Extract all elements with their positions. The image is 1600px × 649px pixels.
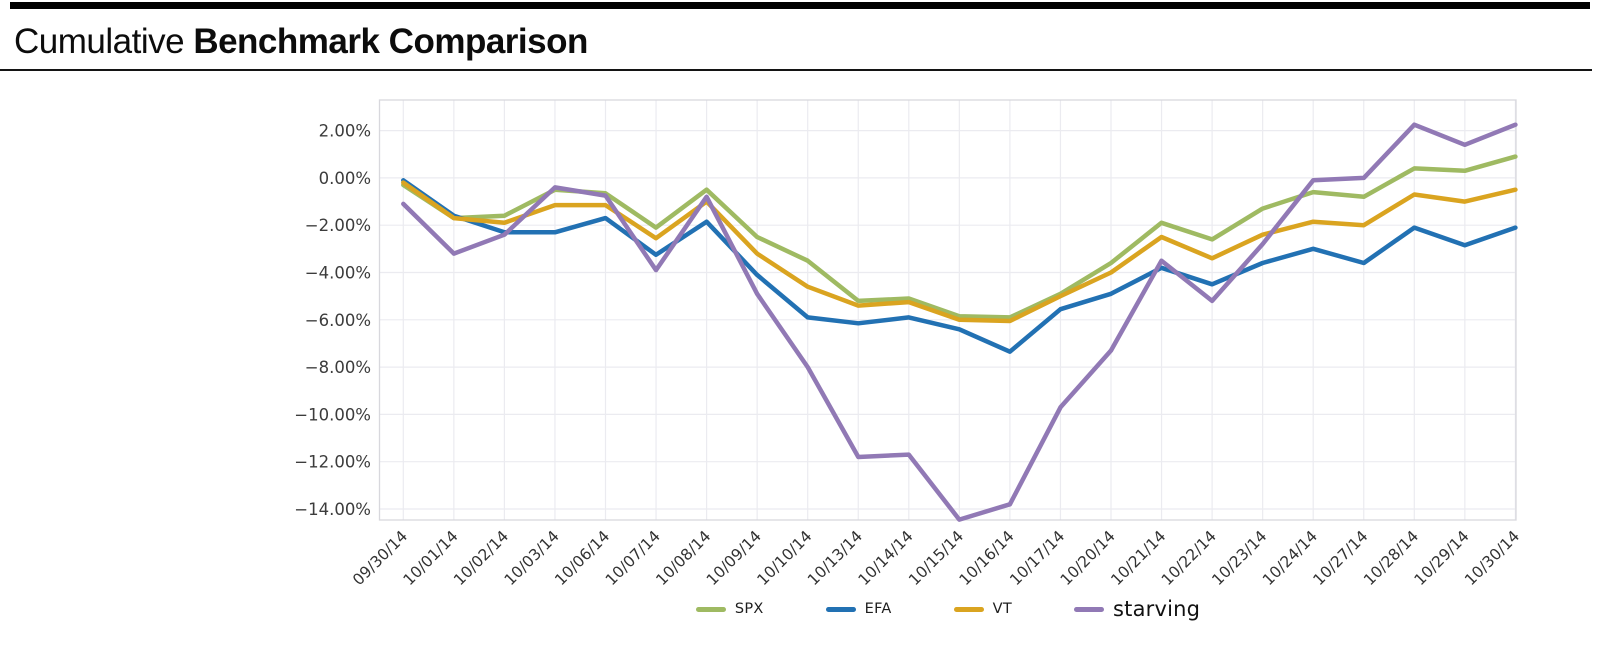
y-tick-label: −12.00% [294, 453, 371, 472]
series-line-vt [401, 180, 1518, 324]
legend-item-spx: SPX [695, 601, 764, 617]
legend-label: VT [992, 601, 1012, 617]
legend-item-vt: VT [953, 601, 1012, 617]
legend-item-starving: starving [1074, 597, 1200, 621]
legend-swatch-efa [825, 606, 856, 612]
y-tick-label: −2.00% [305, 216, 371, 235]
legend-label: SPX [734, 601, 764, 617]
page-title: Cumulative Benchmark Comparison [14, 22, 588, 62]
x-tick-label: 10/30/14 [1461, 527, 1523, 589]
y-tick-label: −4.00% [305, 264, 371, 283]
top-divider-bar [10, 2, 1590, 9]
title-underline [0, 69, 1592, 71]
series-line-efa [401, 178, 1518, 354]
y-tick-label: −10.00% [294, 405, 371, 424]
legend-swatch-starving [1074, 606, 1104, 612]
chart-legend: SPX EFA VT starving [380, 591, 1516, 627]
legend-swatch-vt [953, 606, 984, 612]
y-tick-label: −8.00% [305, 358, 371, 377]
page-title-bold: Benchmark Comparison [193, 22, 588, 61]
y-tick-label: −14.00% [294, 500, 371, 519]
legend-item-efa: EFA [825, 601, 892, 617]
series-line-starving [401, 122, 1518, 522]
legend-swatch-spx [695, 606, 726, 612]
legend-label: EFA [864, 601, 892, 617]
legend-label: starving [1113, 597, 1201, 621]
page-title-regular: Cumulative [14, 22, 185, 61]
plot-border [378, 99, 1517, 521]
y-tick-label: 0.00% [319, 169, 371, 188]
y-tick-label: 2.00% [319, 122, 371, 141]
y-tick-label: −6.00% [305, 311, 371, 330]
